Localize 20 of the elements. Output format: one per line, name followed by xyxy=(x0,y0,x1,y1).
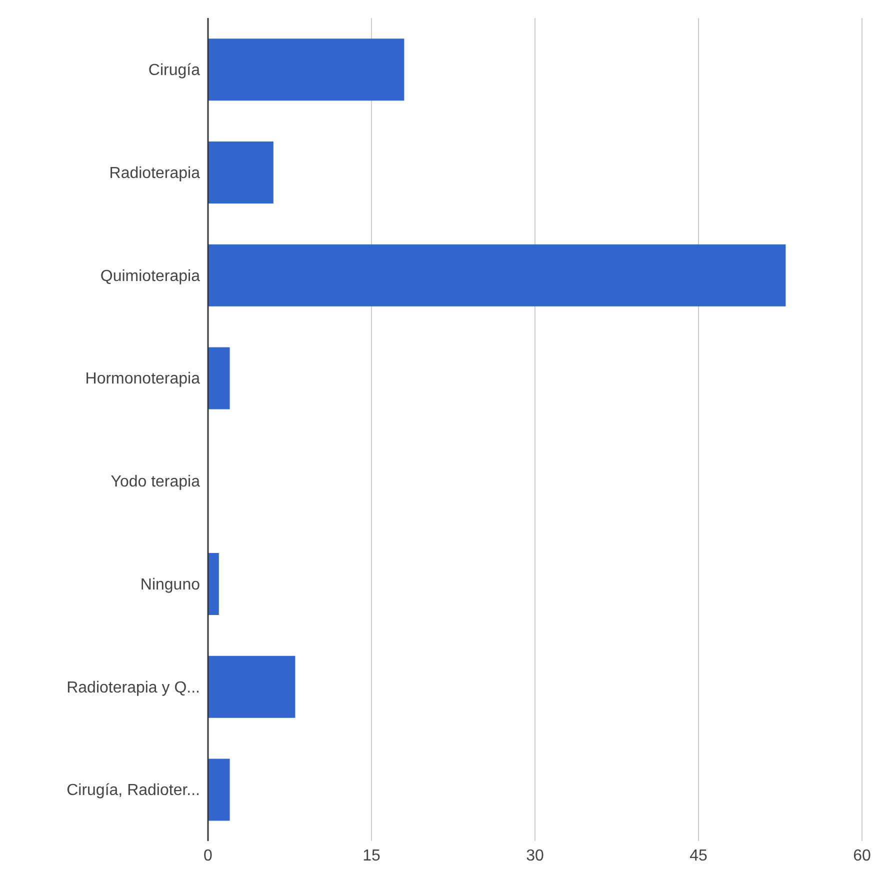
bar xyxy=(208,656,296,718)
y-tick-label: Ninguno xyxy=(140,576,200,594)
x-tick-label: 45 xyxy=(690,847,708,864)
bar xyxy=(208,141,274,204)
y-tick-label: Hormonoterapia xyxy=(85,370,200,388)
bar xyxy=(208,347,230,410)
y-tick-label: Radioterapia xyxy=(109,164,200,182)
y-tick-label: Cirugía xyxy=(148,62,200,80)
y-tick-label: Yodo terapia xyxy=(110,474,200,491)
bar xyxy=(208,38,404,101)
x-tick-label: 60 xyxy=(853,847,871,864)
x-tick-label: 0 xyxy=(204,847,213,864)
y-tick-label: Radioterapia y Q... xyxy=(66,679,200,696)
y-tick-label: Cirugía, Radioter... xyxy=(66,782,200,800)
x-tick-label: 15 xyxy=(362,847,380,864)
bar xyxy=(208,552,219,615)
y-tick-label: Quimioterapia xyxy=(100,268,200,285)
x-tick-label: 30 xyxy=(526,847,544,864)
bar xyxy=(208,244,786,306)
bar xyxy=(208,758,230,821)
